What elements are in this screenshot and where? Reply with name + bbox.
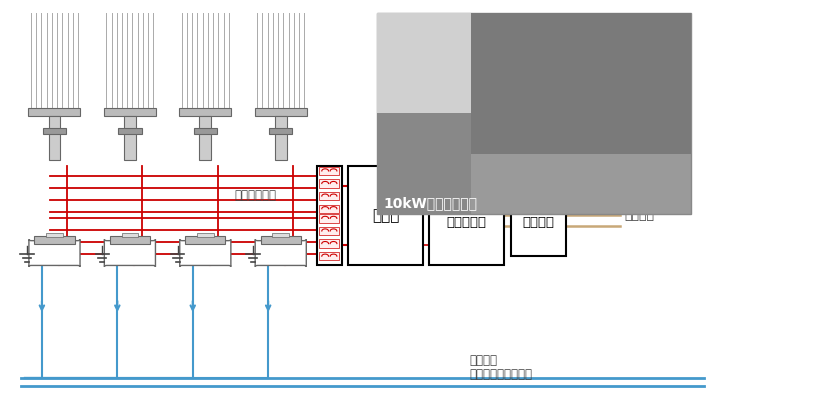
Bar: [319, 214, 339, 223]
Text: 10kW級実証試験機: 10kW級実証試験機: [384, 196, 478, 210]
Bar: [179, 108, 231, 116]
Text: 発電ユニット: 発電ユニット: [235, 189, 277, 202]
Text: パワーコン
ディショナ: パワーコン ディショナ: [447, 201, 487, 229]
Text: 制御盤: 制御盤: [372, 208, 399, 223]
Text: 系統連系: 系統連系: [624, 209, 654, 222]
Bar: [511, 174, 566, 256]
Bar: [255, 108, 307, 116]
Bar: [348, 166, 423, 265]
Bar: [272, 233, 289, 237]
Text: 冷却設備
（温水出力も可能）: 冷却設備 （温水出力も可能）: [469, 354, 532, 381]
Bar: [43, 128, 66, 134]
Text: 双方向
ブレーカ: 双方向 ブレーカ: [522, 201, 555, 229]
Bar: [46, 233, 63, 237]
Bar: [319, 205, 339, 213]
Bar: [319, 239, 339, 248]
Bar: [319, 179, 339, 188]
Bar: [104, 108, 156, 116]
Bar: [124, 116, 136, 160]
Bar: [118, 128, 142, 134]
Bar: [377, 13, 691, 214]
Bar: [471, 13, 691, 154]
Bar: [317, 166, 342, 265]
Bar: [194, 128, 217, 134]
Bar: [429, 166, 504, 265]
Bar: [319, 167, 339, 175]
Bar: [28, 108, 80, 116]
Bar: [377, 113, 472, 214]
Bar: [199, 116, 211, 160]
Bar: [34, 236, 75, 244]
Bar: [269, 128, 292, 134]
Bar: [197, 233, 214, 237]
Bar: [122, 233, 138, 237]
FancyBboxPatch shape: [104, 239, 156, 267]
Bar: [110, 236, 150, 244]
Bar: [319, 252, 339, 260]
Bar: [275, 116, 287, 160]
Bar: [261, 236, 301, 244]
FancyBboxPatch shape: [255, 239, 307, 267]
Bar: [319, 192, 339, 200]
FancyBboxPatch shape: [28, 239, 80, 267]
Bar: [377, 13, 472, 113]
Bar: [319, 227, 339, 235]
Bar: [49, 116, 60, 160]
FancyBboxPatch shape: [180, 239, 230, 267]
Bar: [185, 236, 225, 244]
